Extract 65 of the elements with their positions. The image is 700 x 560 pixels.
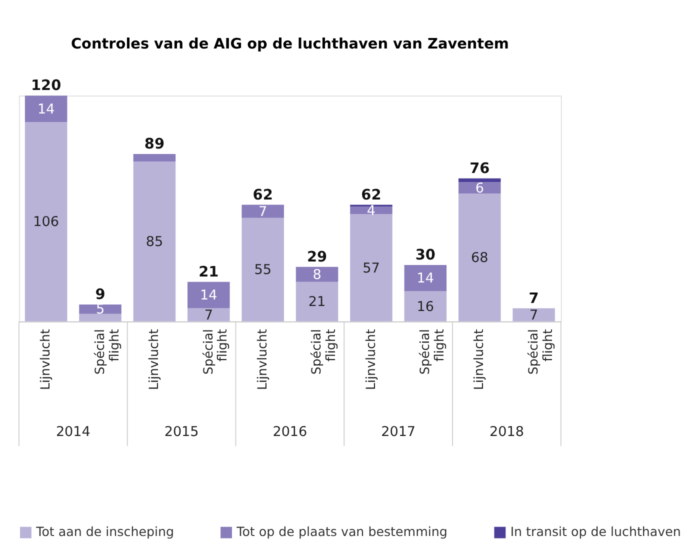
bar [242,204,284,218]
data-label: 7 [258,204,268,220]
x-tick-label: Spécial flight [200,329,230,375]
x-tick-label: Spécial flight [92,329,122,375]
bar [404,264,447,292]
bar [350,214,392,322]
x-tick-label: Spécial flight [525,329,555,375]
bar [79,304,122,314]
legend-label: In transit op de luchthaven [510,524,681,540]
x-tick-label: Spécial flight [308,329,338,375]
total-label: 30 [415,248,436,264]
bar [24,122,68,322]
bar [188,282,230,308]
data-label: 14 [416,270,434,287]
data-label: 57 [362,260,380,276]
bar [296,282,338,322]
bar [133,154,176,162]
x-tick-label: Lijnvlucht [38,329,53,390]
total-label: 62 [252,187,273,204]
total-label: 9 [95,287,106,304]
total-label: 62 [361,187,382,204]
data-label: 16 [416,298,434,315]
bar [458,193,501,322]
data-label: 6 [475,180,484,196]
text: 2018 [489,424,524,440]
x-tick-label: Lijnvlucht [471,329,486,390]
x-tick-label: Lijnvlucht [362,329,378,390]
x-tick-label: Lijnvlucht [254,329,270,390]
data-label: 8 [312,266,322,283]
bar [458,178,501,182]
bar [296,266,338,282]
legend-label: Tot op de plaats van bestemming [236,524,448,540]
data-label: 106 [33,214,59,230]
bar [79,314,122,322]
data-label: 14 [37,101,55,118]
chart-title: Controles van de AIG op de luchthaven van Zaventem [70,36,509,53]
data-label: 7 [204,307,213,324]
data-label: 14 [200,288,218,304]
text: 2016 [272,424,308,440]
total-label: 120 [30,78,62,94]
total-label: 7 [528,290,539,307]
bar [242,218,284,322]
bar [458,182,501,194]
data-label: 7 [530,307,538,324]
text: 2015 [164,424,199,440]
text: 2017 [381,424,416,440]
data-label: 4 [366,202,376,219]
x-tick-label: Spécial flight [417,329,446,375]
bar [133,161,176,322]
text: 2014 [56,424,90,440]
data-label: 55 [254,262,272,278]
total-label: 29 [306,249,328,266]
bar [24,96,68,122]
bar [188,308,230,322]
data-label: 85 [146,234,164,250]
total-label: 76 [470,160,490,177]
data-label: 68 [471,250,488,266]
bar [512,308,555,322]
bar [404,291,447,322]
x-tick-label: Lijnvlucht [146,329,162,390]
legend-label: Tot aan de inscheping [35,524,174,540]
data-label: 21 [308,294,326,310]
total-label: 89 [144,136,164,153]
bar [350,206,392,214]
total-label: 21 [198,264,219,280]
